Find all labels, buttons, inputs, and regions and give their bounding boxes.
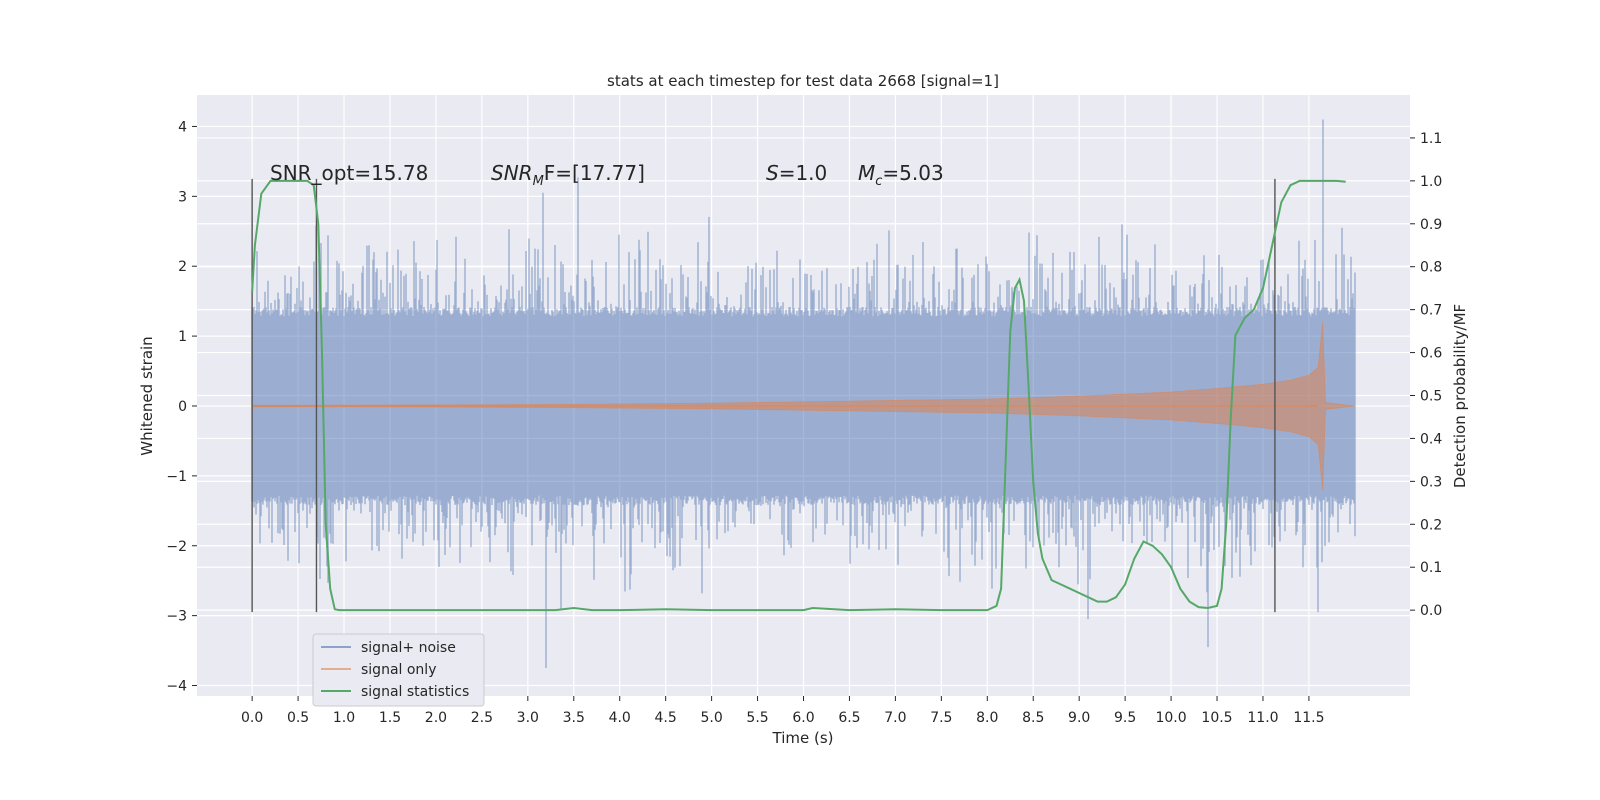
y-tick-label: −2: [166, 539, 187, 555]
plot-area: [197, 95, 1410, 696]
legend: signal+ noise signal only signal statist…: [312, 633, 485, 707]
annotation-s: S=1.0: [766, 161, 827, 185]
legend-label-signal-only: signal only: [361, 662, 436, 678]
y-right-tick-label: 0.5: [1420, 389, 1442, 405]
x-tick-label: 1.0: [333, 710, 355, 726]
x-tick-label: 0.5: [287, 710, 309, 726]
x-tick-label: 9.0: [1068, 710, 1090, 726]
annotation-mc-var: M: [858, 161, 875, 185]
x-tick-label: 9.5: [1114, 710, 1136, 726]
annotation-s-value: =1.0: [779, 161, 828, 185]
y-right-axis-label: Detection probability/MF: [1451, 304, 1469, 488]
y-right-tick-label: 0.6: [1420, 346, 1442, 362]
y-right-tick-label: 0.1: [1420, 560, 1442, 576]
series-signal-statistics: [251, 179, 1346, 612]
signal-statistics-line: [251, 179, 1346, 612]
y-tick-label: 0: [178, 399, 187, 415]
x-tick-label: 4.0: [609, 710, 631, 726]
annotation-mc-sub: c: [875, 174, 882, 189]
x-tick-label: 11.0: [1247, 710, 1278, 726]
annotation-snr-mf-suffix: F=[17.77]: [544, 161, 645, 185]
x-tick-label: 2.5: [471, 710, 493, 726]
y-axis-ticks: −4 −3 −2 −1 0 1 2 3 4: [166, 119, 197, 695]
y-right-tick-label: 1.0: [1420, 174, 1442, 190]
annotations: SNR_opt=15.78 SNRMF=[17.77] S=1.0 Mc=5.0…: [270, 161, 944, 189]
legend-box: [312, 633, 485, 707]
x-tick-label: 2.0: [425, 710, 447, 726]
x-tick-label: 4.5: [655, 710, 677, 726]
y-axis-label: Whitened strain: [138, 336, 156, 455]
legend-label-signal-noise: signal+ noise: [361, 640, 456, 656]
x-tick-label: 3.5: [563, 710, 585, 726]
y-tick-label: −4: [166, 679, 187, 695]
annotation-snr-mf-sub: M: [533, 174, 544, 189]
annotation-mc-value: =5.03: [882, 161, 943, 185]
x-tick-label: 7.0: [884, 710, 906, 726]
y-right-tick-label: 0.8: [1420, 260, 1442, 276]
x-tick-label: 8.5: [1022, 710, 1044, 726]
x-tick-label: 10.5: [1201, 710, 1232, 726]
x-tick-label: 1.5: [379, 710, 401, 726]
series-signal-only: [251, 322, 1355, 490]
annotation-s-var: S: [766, 161, 779, 185]
x-tick-label: 6.0: [792, 710, 814, 726]
y-right-tick-label: 0.7: [1420, 303, 1442, 319]
annotation-snr-mf-prefix: SNR: [491, 161, 533, 185]
annotation-snr-mf: SNRMF=[17.77]: [491, 161, 645, 189]
y-right-tick-label: 0.2: [1420, 517, 1442, 533]
y-tick-label: 2: [178, 259, 187, 275]
y-right-tick-label: 0.3: [1420, 474, 1442, 490]
x-tick-label: 5.5: [746, 710, 768, 726]
legend-label-signal-statistics: signal statistics: [361, 684, 469, 700]
y-right-axis-ticks: 0.0 0.1 0.2 0.3 0.4 0.5 0.6 0.7 0.8 0.9 1.0 1.1: [1410, 131, 1442, 619]
x-axis-label: Time (s): [772, 729, 834, 747]
x-tick-label: 3.0: [517, 710, 539, 726]
x-tick-label: 10.0: [1155, 710, 1186, 726]
y-right-tick-label: 1.1: [1420, 131, 1442, 147]
x-tick-label: 8.0: [976, 710, 998, 726]
y-right-tick-label: 0.9: [1420, 217, 1442, 233]
y-tick-label: 1: [178, 329, 187, 345]
x-tick-label: 5.0: [700, 710, 722, 726]
x-axis-ticks: 0.0 0.5 1.0 1.5 2.0 2.5 3.0 3.5 4.0 4.5 5.0 5.5 6.0 6…: [241, 696, 1325, 726]
x-tick-label: 6.5: [838, 710, 860, 726]
y-tick-label: −3: [166, 609, 187, 625]
vertical-markers: [251, 178, 1276, 613]
x-tick-label: 0.0: [241, 710, 263, 726]
x-tick-label: 11.5: [1293, 710, 1324, 726]
x-tick-label: 7.5: [930, 710, 952, 726]
y-right-tick-label: 0.4: [1420, 431, 1442, 447]
y-tick-label: −1: [166, 469, 187, 485]
chart-title: stats at each timestep for test data 266…: [607, 72, 999, 90]
y-tick-label: 3: [178, 189, 187, 205]
y-tick-label: 4: [178, 119, 187, 135]
y-right-tick-label: 0.0: [1420, 603, 1442, 619]
annotation-snr-opt: SNR_opt=15.78: [270, 161, 428, 185]
annotation-mc: Mc=5.03: [858, 161, 944, 189]
